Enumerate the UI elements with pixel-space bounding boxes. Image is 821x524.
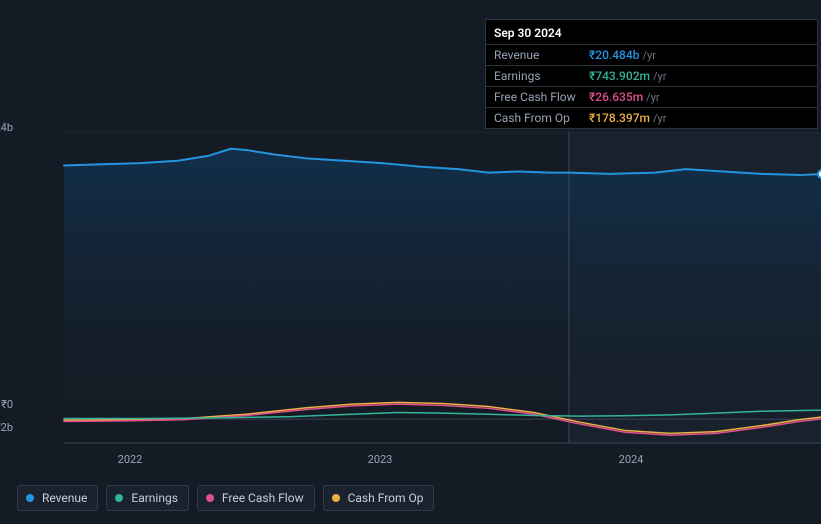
legend-label: Free Cash Flow <box>222 491 304 505</box>
legend-label: Revenue <box>42 491 87 505</box>
legend-label: Earnings <box>131 491 178 505</box>
legend-item[interactable]: Earnings <box>106 485 189 511</box>
y-tick-max: ₹24b <box>0 121 13 134</box>
legend-item[interactable]: Free Cash Flow <box>197 485 315 511</box>
tooltip-row: Free Cash Flow₹26.635m/yr <box>486 86 817 107</box>
x-tick: 2023 <box>368 453 393 466</box>
tooltip-row: Revenue₹20.484b/yr <box>486 44 817 65</box>
legend-color-dot <box>206 494 214 502</box>
tooltip-date: Sep 30 2024 <box>486 20 817 44</box>
tooltip-row: Cash From Op₹178.397m/yr <box>486 107 817 128</box>
y-tick-min: -₹2b <box>0 421 13 434</box>
chart-plot-area[interactable] <box>64 132 821 443</box>
legend-label: Cash From Op <box>348 491 424 505</box>
legend-color-dot <box>332 494 340 502</box>
legend-item[interactable]: Revenue <box>17 485 98 511</box>
tooltip-metric-label: Revenue <box>494 48 589 62</box>
chart-legend: Revenue Earnings Free Cash Flow Cash From O… <box>17 485 434 511</box>
tooltip-metric-label: Earnings <box>494 69 589 83</box>
tooltip-metric-label: Free Cash Flow <box>494 90 589 104</box>
tooltip-metric-value: ₹178.397m <box>589 111 650 125</box>
financial-chart: Sep 30 2024 Revenue₹20.484b/yrEarnings₹7… <box>17 0 805 478</box>
x-tick: 2024 <box>619 453 644 466</box>
legend-color-dot <box>115 494 123 502</box>
tooltip-metric-unit: /yr <box>642 49 655 62</box>
tooltip-metric-value: ₹20.484b <box>589 48 639 62</box>
tooltip-metric-label: Cash From Op <box>494 111 589 125</box>
tooltip-metric-value: ₹26.635m <box>589 90 643 104</box>
tooltip-metric-unit: /yr <box>646 91 659 104</box>
legend-item[interactable]: Cash From Op <box>323 485 435 511</box>
tooltip-row: Earnings₹743.902m/yr <box>486 65 817 86</box>
tooltip-metric-unit: /yr <box>653 112 666 125</box>
y-tick-zero: ₹0 <box>0 398 13 411</box>
x-tick: 2022 <box>118 453 143 466</box>
tooltip-metric-unit: /yr <box>653 70 666 83</box>
legend-color-dot <box>26 494 34 502</box>
tooltip-metric-value: ₹743.902m <box>589 69 650 83</box>
chart-tooltip: Sep 30 2024 Revenue₹20.484b/yrEarnings₹7… <box>485 19 818 129</box>
